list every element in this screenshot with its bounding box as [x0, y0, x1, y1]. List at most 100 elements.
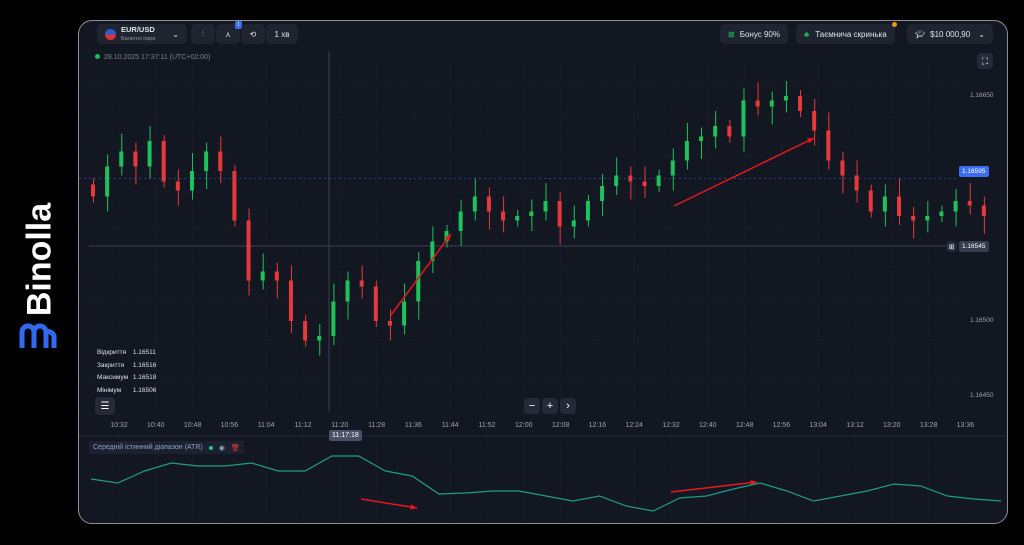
- current-price-label: 1.16595: [959, 166, 989, 177]
- candle-body: [387, 321, 392, 326]
- brand: Binolla: [10, 170, 70, 370]
- time-tick: 13:36: [956, 422, 975, 429]
- candle-body: [699, 136, 704, 141]
- candle-body: [769, 100, 774, 107]
- bonus-button[interactable]: ⊠ Бонус 90%: [720, 24, 788, 44]
- eye-icon[interactable]: ◉: [218, 444, 225, 452]
- scroll-forward-button[interactable]: ›: [560, 398, 576, 414]
- candle-body: [981, 205, 986, 216]
- zoom-in-button[interactable]: +: [542, 398, 558, 414]
- candle-body: [826, 130, 831, 161]
- trading-window: EUR/USD Валютні пари ⌄ ⫶ ⋏ 1 ⟲ 1 хв ⊠ Бонус…: [78, 20, 1008, 524]
- zoom-out-button[interactable]: −: [524, 398, 540, 414]
- arrow-head-icon: [444, 234, 451, 241]
- candle-body: [713, 126, 718, 137]
- candle-body: [317, 336, 322, 341]
- candle-body: [897, 196, 902, 216]
- timestamp: 28.10.2025 17:37:11 (UTC+02:00): [104, 54, 211, 61]
- asset-category: Валютні пари: [121, 35, 156, 42]
- time-tick: 13:20: [883, 422, 901, 429]
- chart-type-button[interactable]: ⫶: [191, 24, 215, 44]
- candle-body: [755, 100, 760, 107]
- candle-body: [274, 271, 279, 281]
- candle-body: [529, 211, 534, 216]
- candle-body: [331, 301, 336, 336]
- ohlc-low: Мінімум 1.16506: [97, 386, 157, 394]
- candle-body: [189, 171, 194, 191]
- compass-icon: ⋏: [225, 29, 231, 39]
- candle-body: [571, 220, 576, 227]
- time-tick: 13:12: [846, 422, 864, 429]
- candle-body: [854, 175, 859, 191]
- flag-icon: [105, 28, 116, 40]
- candle-body: [515, 216, 520, 221]
- fullscreen-button[interactable]: ⛶: [977, 53, 993, 69]
- asset-selector[interactable]: EUR/USD Валютні пари ⌄: [97, 24, 187, 44]
- candle-body: [359, 280, 364, 287]
- candle-body: [105, 166, 110, 197]
- price-chart: [79, 51, 1007, 521]
- time-tick: 12:56: [772, 422, 791, 429]
- account-icon: 🎓︎: [915, 29, 926, 39]
- time-tick: 12:40: [699, 422, 717, 429]
- candle-body: [911, 216, 916, 221]
- candle-body: [840, 160, 845, 176]
- trend-arrow: [360, 498, 418, 509]
- candle-body: [543, 201, 548, 212]
- expand-icon: ⛶: [981, 55, 989, 66]
- balance-selector[interactable]: 🎓︎ $10 000,90 ⌄: [907, 24, 993, 44]
- server-time: 28.10.2025 17:37:11 (UTC+02:00): [95, 54, 210, 61]
- drawing-tools-button[interactable]: ⋏ 1: [216, 21, 242, 44]
- bonus-label: Бонус 90%: [739, 29, 780, 39]
- add-alert-button[interactable]: ⊞: [946, 241, 957, 252]
- time-tick: 10:32: [110, 422, 128, 429]
- ohlc-panel: Відкриття 1.16511 Закриття 1.16516 Макси…: [97, 347, 156, 397]
- time-tick: 11:12: [294, 422, 312, 429]
- candle-body: [798, 96, 803, 111]
- candle-body: [600, 186, 605, 201]
- time-tick: 11:52: [478, 422, 496, 429]
- bonus-icon: ⊠: [728, 29, 735, 39]
- time-tick: 11:28: [368, 422, 386, 429]
- time-tick: 12:08: [551, 422, 570, 429]
- candle-body: [486, 196, 491, 212]
- atr-indicator-header: Середній істинний діапазон (ATR) ◉ 🗑︎: [89, 441, 244, 454]
- candle-body: [472, 196, 477, 212]
- candle-body: [670, 160, 675, 176]
- trash-icon[interactable]: 🗑︎: [230, 444, 240, 452]
- candle-body: [953, 201, 958, 212]
- notification-dot: [891, 22, 897, 27]
- timeframe-button[interactable]: 1 хв: [266, 24, 298, 44]
- candle-body: [147, 141, 152, 167]
- arrow-head-icon: [750, 480, 757, 486]
- time-tick: 11:44: [441, 422, 459, 429]
- candle-body: [288, 280, 293, 321]
- time-tick: 11:36: [404, 422, 422, 429]
- candle-body: [161, 141, 166, 182]
- atr-line: [90, 455, 1002, 512]
- binolla-logo-icon: [19, 323, 57, 348]
- status-dot: [208, 445, 213, 450]
- candle-body: [501, 211, 506, 221]
- time-tick: 12:24: [625, 422, 643, 429]
- plus-icon: ⊞: [948, 243, 955, 251]
- ohlc-high: Максимум 1.16518: [97, 374, 157, 381]
- candle-body: [727, 126, 732, 137]
- brand-name: Binolla: [20, 202, 59, 317]
- time-tick: 12:48: [735, 422, 754, 429]
- candle-body: [444, 231, 449, 242]
- candle-body: [232, 171, 237, 221]
- trend-arrow: [670, 481, 758, 493]
- candle-body: [204, 151, 209, 171]
- candle-body: [91, 184, 95, 197]
- arrow-head-icon: [410, 504, 417, 510]
- chart-settings-button[interactable]: ☰: [95, 397, 115, 415]
- time-tick: 11:04: [257, 422, 275, 429]
- indicators-button[interactable]: ⟲: [241, 24, 265, 44]
- candles-icon: ⫶: [202, 29, 204, 38]
- mystery-box-button[interactable]: ♣ Таємнича скринька: [796, 22, 897, 44]
- candle-body: [402, 301, 407, 326]
- candle-body: [783, 96, 788, 101]
- candle-body: [741, 100, 746, 137]
- time-tick: 12:00: [515, 422, 533, 429]
